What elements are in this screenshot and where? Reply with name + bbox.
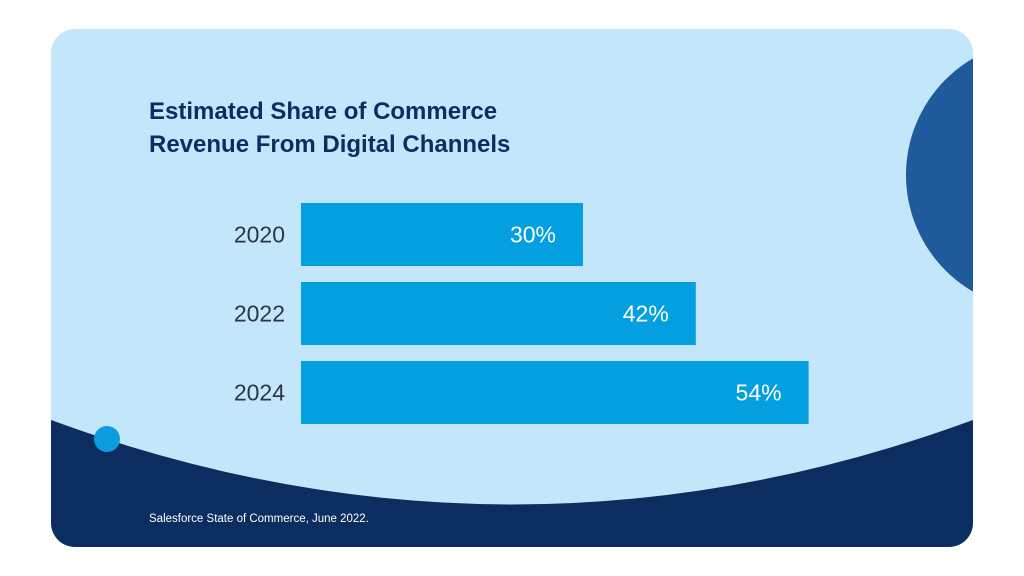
chart-title-line-1: Estimated Share of Commerce <box>149 98 498 125</box>
bar-chart: 2020 30% 2022 42% 2024 54% <box>234 203 809 424</box>
decorative-dot <box>94 426 120 452</box>
source-note: Salesforce State of Commerce, June 2022. <box>149 513 369 525</box>
chart-title: Estimated Share of Commerce Revenue From… <box>149 95 649 161</box>
category-label-2022: 2022 <box>234 301 285 327</box>
value-label-2020: 30% <box>510 222 556 248</box>
bar-2022 <box>301 282 696 345</box>
category-label-2020: 2020 <box>234 222 285 248</box>
chart-title-line-2: Revenue From Digital Channels <box>149 131 511 158</box>
chart-card: Estimated Share of Commerce Revenue From… <box>51 29 973 547</box>
category-label-2024: 2024 <box>234 380 285 406</box>
bar-2020 <box>301 203 583 266</box>
value-label-2024: 54% <box>736 380 782 406</box>
footer-wave <box>51 420 973 547</box>
value-label-2022: 42% <box>623 301 669 327</box>
bar-2024 <box>301 361 809 424</box>
